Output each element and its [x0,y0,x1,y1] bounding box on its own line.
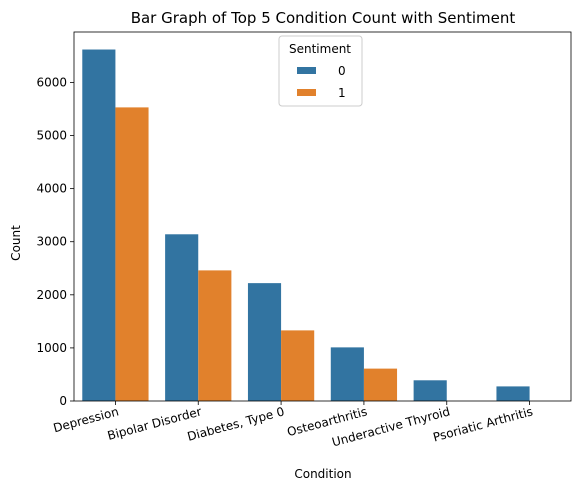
y-tick-label: 5000 [36,129,67,143]
bar-underactive-thyroid-sentiment-0 [413,380,447,401]
bar-depression-sentiment-0 [82,49,116,401]
y-tick-label: 1000 [36,341,67,355]
legend: Sentiment 0 1 [278,35,363,107]
legend-frame [278,35,363,107]
legend-label-0: 0 [338,64,346,78]
y-tick-label: 4000 [36,182,67,196]
bar-depression-sentiment-1 [115,107,149,401]
legend-swatch-0 [297,67,316,74]
bar-diabetes-type-0-sentiment-0 [247,283,282,401]
bar-osteoarthritis-sentiment-1 [363,368,398,401]
legend-swatch-1 [297,89,316,96]
bar-osteoarthritis-sentiment-0 [330,347,364,401]
plot-frame [73,31,572,402]
bar-diabetes-type-0-sentiment-1 [281,330,315,401]
y-tick-label: 2000 [36,288,67,302]
y-tick-label: 6000 [36,75,67,89]
y-tick-label: 3000 [36,235,67,249]
bar-bipolar-disorder-sentiment-1 [198,270,232,401]
chart-title: Bar Graph of Top 5 Condition Count with … [131,9,516,27]
bar-bipolar-disorder-sentiment-0 [165,234,199,401]
x-axis-label: Condition [294,467,351,481]
legend-label-1: 1 [338,86,346,100]
legend-title: Sentiment [289,42,351,56]
bar-psoriatic-arthritis-sentiment-0 [496,386,530,401]
y-axis-label: Count [9,225,23,261]
y-tick-label: 0 [59,394,67,408]
bars [82,49,530,401]
